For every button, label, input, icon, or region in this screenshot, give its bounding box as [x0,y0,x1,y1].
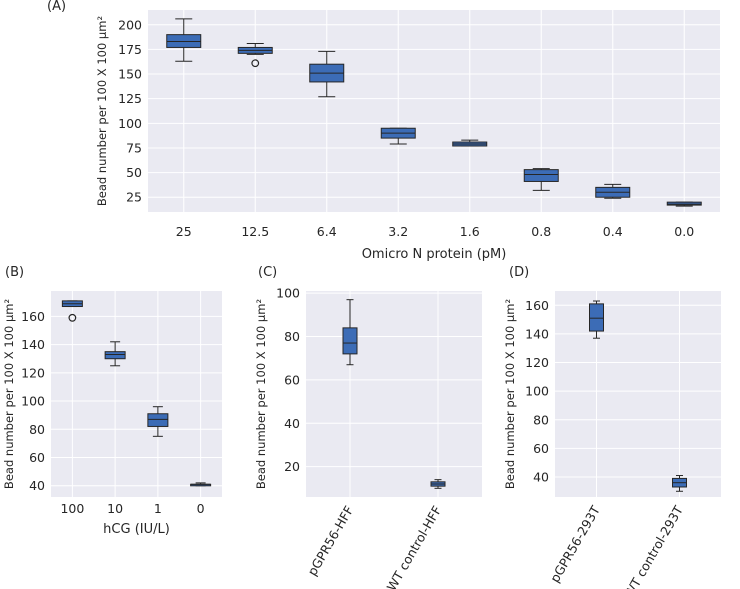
box-25 [166,18,202,62]
plot-background [555,291,721,497]
y-tick-label: 50 [126,165,142,180]
y-tick-label: 60 [284,372,300,387]
x-tick-label: WT control-293T [621,503,686,589]
y-tick-label: 40 [29,478,45,493]
y-tick-label: 60 [533,441,549,456]
panel-label: (C) [258,265,277,280]
x-tick-label: 6.4 [317,224,337,239]
panel-a: 25 50 75 100 125 150 175 200 25 12.5 6.4 3.2 1.6 0.8 0… [47,0,720,262]
x-tick-label: 0.8 [531,224,551,239]
box-6.4 [309,50,345,98]
y-tick-label: 200 [118,17,142,32]
box-0.8 [523,168,559,191]
x-tick-label: 1 [154,501,162,516]
box-1.6 [452,139,488,147]
x-axis-label: hCG (IU/L) [103,522,170,537]
x-tick-label: 3.2 [388,224,408,239]
x-tick-label: 12.5 [241,224,269,239]
panel-d: 40 60 80 100 120 140 160 pGPR56-293T WT control-… [503,265,721,589]
y-tick-label: 100 [276,286,300,301]
x-tick-label: 0 [197,501,205,516]
outlier-point [68,313,77,322]
iqr-box [147,413,169,427]
y-axis-label: Bead number per 100 X 100 μm² [254,299,268,489]
x-tick-label: 0.4 [603,224,623,239]
x-tick-label: 10 [107,501,123,516]
x-tick-label: 25 [176,224,192,239]
x-tick-label: pGPR56-293T [547,503,603,585]
box-100 [61,300,83,322]
x-axis-label: Omicro N protein (pM) [362,247,507,262]
y-tick-label: 100 [21,394,45,409]
x-tick-label: 0.0 [674,224,694,239]
x-tick-label: 1.6 [460,224,480,239]
y-tick-label: 40 [284,416,300,431]
y-tick-label: 120 [525,355,549,370]
box-12.5 [237,43,273,68]
y-tick-label: 25 [126,190,142,205]
y-tick-label: 150 [118,67,142,82]
y-tick-label: 160 [21,309,45,324]
y-tick-label: 80 [29,422,45,437]
box-1 [147,406,169,437]
panel-c: 20 40 60 80 100 pGPR56-HFF WT control-HFF Bead … [254,265,482,589]
iqr-box [104,351,126,360]
y-tick-label: 100 [118,116,142,131]
box-0.0 [666,201,702,207]
plot-background [306,291,482,497]
iqr-box [523,169,559,182]
panel-label: (D) [509,265,529,280]
panel-label: (A) [47,0,66,14]
iqr-box [342,327,358,355]
plot-background [148,10,720,212]
outlier-point [251,59,260,68]
panel-label: (B) [5,265,24,280]
y-axis-label: Bead number per 100 X 100 μm² [95,16,109,206]
y-axis-label: Bead number per 100 X 100 μm² [503,299,517,489]
box-WT control-293T [672,475,687,492]
y-tick-label: 160 [525,298,549,313]
x-tick-label: pGPR56-HFF [304,503,356,578]
y-tick-label: 20 [284,459,300,474]
y-tick-label: 140 [525,326,549,341]
box-pGPR56-293T [589,300,604,339]
box-0.4 [595,183,631,199]
y-tick-label: 80 [533,412,549,427]
y-tick-label: 120 [21,365,45,380]
y-tick-label: 60 [29,450,45,465]
x-tick-label: WT control-HFF [384,503,445,589]
y-axis-label: Bead number per 100 X 100 μm² [2,299,16,489]
y-tick-label: 40 [533,469,549,484]
y-tick-label: 80 [284,329,300,344]
y-tick-label: 175 [118,42,142,57]
y-tick-label: 75 [126,140,142,155]
y-tick-label: 125 [118,91,142,106]
plot-background [51,291,222,497]
y-tick-label: 100 [525,384,549,399]
x-tick-label: 100 [60,501,84,516]
iqr-box [589,303,604,332]
box-3.2 [380,127,416,145]
box-0 [190,482,212,487]
y-tick-label: 140 [21,337,45,352]
box-10 [104,341,126,367]
box-pGPR56-HFF [342,299,358,366]
box-WT control-HFF [430,479,446,489]
